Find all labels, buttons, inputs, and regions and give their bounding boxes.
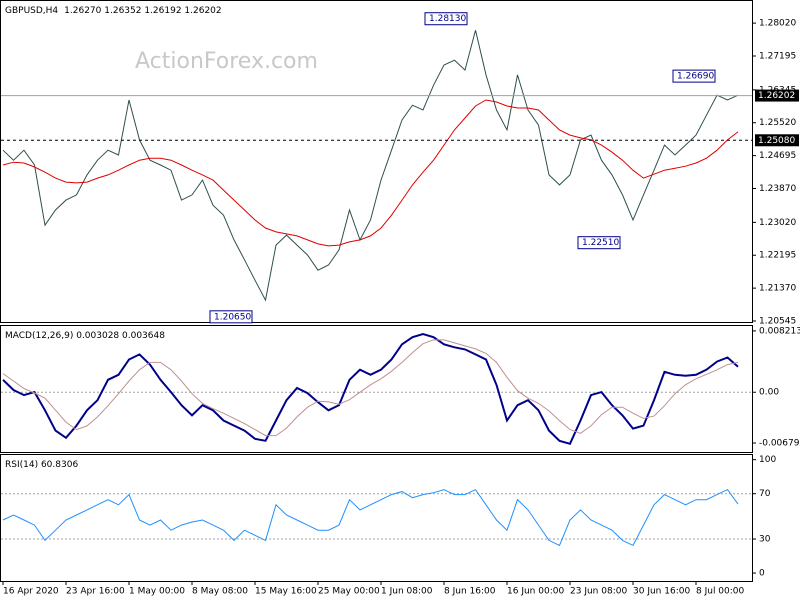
x-tick-label: 1 Jun 08:00: [381, 587, 433, 597]
y-tick-label: 1.22195: [759, 251, 796, 261]
x-tick-label: 25 May 00:00: [318, 587, 380, 597]
panel-frame: [0, 325, 753, 453]
y-tick-label: 1.27195: [759, 51, 796, 61]
annotation-label: 1.22510: [582, 238, 619, 248]
series-line: [2, 333, 739, 445]
y-tick-label: 1.25520: [759, 118, 796, 128]
x-tick-label: 8 Jul 00:00: [696, 587, 745, 597]
series-line: [2, 339, 739, 437]
x-tick-label: 8 May 08:00: [192, 587, 248, 597]
panel-frame: [0, 0, 753, 323]
y-tick-label: 1.24695: [759, 151, 796, 161]
annotation-box: [209, 310, 253, 324]
y-tick-label: 70: [759, 489, 771, 499]
panel-title: RSI(14) 60.8306: [5, 460, 78, 470]
title: GBPUSD,H4: [5, 6, 58, 16]
y-tick-label: 1.20545: [759, 317, 796, 327]
annotation-label: 1.28130: [429, 14, 466, 24]
x-tick-label: 23 Apr 16:00: [66, 587, 125, 597]
panel-frame: [0, 454, 753, 582]
y-tick-label: 30: [759, 535, 771, 545]
x-tick-label: 1 May 00:00: [129, 587, 185, 597]
price-box: [755, 89, 799, 102]
x-tick-label: 30 Jun 16:00: [633, 587, 690, 597]
x-tick-label: 8 Jun 16:00: [444, 587, 496, 597]
x-tick-label: 23 Jun 08:00: [570, 587, 627, 597]
panel-title: GBPUSD,H4 1.26270 1.26352 1.26192 1.26202: [5, 6, 222, 16]
title: RSI(14) 60.8306: [5, 460, 78, 470]
series-line: [2, 30, 739, 302]
annotation-box: [424, 12, 468, 26]
y-tick-label: 0: [759, 569, 765, 579]
y-tick-label: 1.23020: [759, 218, 796, 228]
annotation-box: [577, 236, 621, 250]
panel-title: MACD(12,26,9) 0.003028 0.003648: [5, 331, 165, 341]
subtitle: 1.26270 1.26352 1.26192 1.26202: [64, 6, 221, 16]
y-tick-label: 0.00: [759, 388, 779, 398]
annotation-box: [672, 69, 716, 83]
price-box-label: 1.25080: [758, 136, 795, 146]
watermark: ActionForex.com: [135, 49, 318, 74]
title: MACD(12,26,9) 0.003028 0.003648: [5, 331, 165, 341]
y-tick-label: -0.006796: [759, 439, 800, 449]
series-line: [2, 488, 739, 547]
price-box-label: 1.26202: [758, 91, 795, 101]
y-tick-label: 100: [759, 455, 776, 465]
x-tick-label: 16 Jun 00:00: [507, 587, 564, 597]
annotation-label: 1.26690: [677, 72, 714, 82]
y-tick-label: 0.008213: [759, 326, 800, 336]
annotation-label: 1.20650: [214, 312, 251, 322]
x-tick-label: 15 May 16:00: [255, 587, 317, 597]
price-box: [755, 134, 799, 147]
x-tick-label: 16 Apr 2020: [3, 587, 59, 597]
y-tick-label: 1.28020: [759, 19, 796, 29]
y-tick-label: 1.23870: [759, 184, 796, 194]
series-line: [2, 99, 739, 247]
y-tick-label: 1.21370: [759, 284, 796, 294]
